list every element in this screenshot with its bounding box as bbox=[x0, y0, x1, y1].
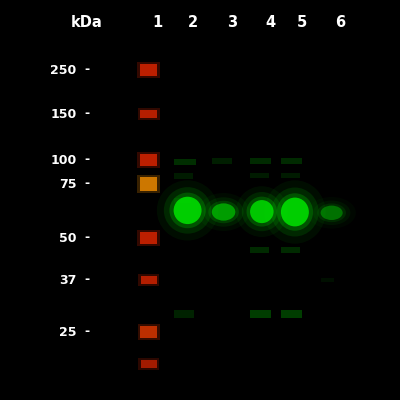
Text: -: - bbox=[85, 154, 90, 166]
Bar bbox=[321, 278, 334, 282]
Text: 2: 2 bbox=[188, 15, 198, 30]
Bar bbox=[281, 310, 302, 318]
Ellipse shape bbox=[250, 200, 274, 223]
Text: 4: 4 bbox=[266, 15, 276, 30]
Bar bbox=[212, 158, 232, 164]
Text: -: - bbox=[85, 232, 90, 244]
Bar bbox=[250, 310, 271, 318]
Ellipse shape bbox=[281, 198, 309, 226]
Text: -: - bbox=[85, 326, 90, 338]
Bar bbox=[138, 175, 160, 193]
Bar bbox=[250, 172, 269, 178]
Bar bbox=[138, 358, 159, 370]
Ellipse shape bbox=[204, 197, 244, 227]
Text: 37: 37 bbox=[59, 274, 76, 286]
Text: 5: 5 bbox=[297, 15, 308, 30]
Text: 150: 150 bbox=[50, 108, 76, 120]
Text: -: - bbox=[85, 274, 90, 286]
Ellipse shape bbox=[157, 180, 218, 240]
Bar bbox=[140, 154, 158, 166]
Text: 25: 25 bbox=[59, 326, 76, 338]
Bar bbox=[140, 326, 157, 338]
Ellipse shape bbox=[174, 197, 202, 224]
Ellipse shape bbox=[246, 197, 277, 226]
Text: -: - bbox=[85, 108, 90, 120]
Text: 50: 50 bbox=[59, 232, 76, 244]
Ellipse shape bbox=[317, 204, 346, 222]
Bar bbox=[138, 324, 160, 340]
Ellipse shape bbox=[321, 206, 343, 220]
Bar bbox=[174, 198, 191, 203]
Bar bbox=[138, 230, 160, 246]
Ellipse shape bbox=[271, 188, 319, 236]
Bar bbox=[281, 158, 302, 164]
Bar bbox=[281, 172, 300, 178]
Ellipse shape bbox=[236, 186, 288, 237]
Bar bbox=[140, 177, 158, 191]
Ellipse shape bbox=[164, 187, 211, 234]
Bar bbox=[138, 152, 160, 168]
Text: 1: 1 bbox=[152, 15, 162, 30]
Bar bbox=[174, 159, 196, 165]
Text: -: - bbox=[85, 178, 90, 190]
Ellipse shape bbox=[208, 201, 239, 223]
Bar bbox=[138, 108, 160, 120]
Bar bbox=[138, 274, 159, 286]
Bar bbox=[140, 276, 157, 284]
Ellipse shape bbox=[313, 200, 350, 225]
Ellipse shape bbox=[170, 193, 206, 228]
Text: 75: 75 bbox=[59, 178, 76, 190]
Text: 6: 6 bbox=[336, 15, 346, 30]
Ellipse shape bbox=[277, 193, 313, 231]
Bar bbox=[250, 247, 269, 253]
Text: kDa: kDa bbox=[71, 15, 103, 30]
Ellipse shape bbox=[198, 193, 250, 231]
Ellipse shape bbox=[264, 180, 326, 244]
Bar bbox=[140, 360, 157, 368]
Text: 3: 3 bbox=[227, 15, 238, 30]
Text: 100: 100 bbox=[50, 154, 76, 166]
Bar bbox=[174, 173, 193, 178]
Text: 250: 250 bbox=[50, 64, 76, 76]
Bar bbox=[250, 158, 271, 164]
Bar bbox=[140, 64, 158, 76]
Ellipse shape bbox=[212, 203, 235, 221]
Bar bbox=[281, 247, 300, 253]
Text: -: - bbox=[85, 64, 90, 76]
Bar bbox=[174, 310, 194, 318]
Bar bbox=[140, 232, 158, 244]
Bar bbox=[140, 110, 157, 118]
Bar bbox=[138, 62, 160, 78]
Ellipse shape bbox=[242, 192, 282, 231]
